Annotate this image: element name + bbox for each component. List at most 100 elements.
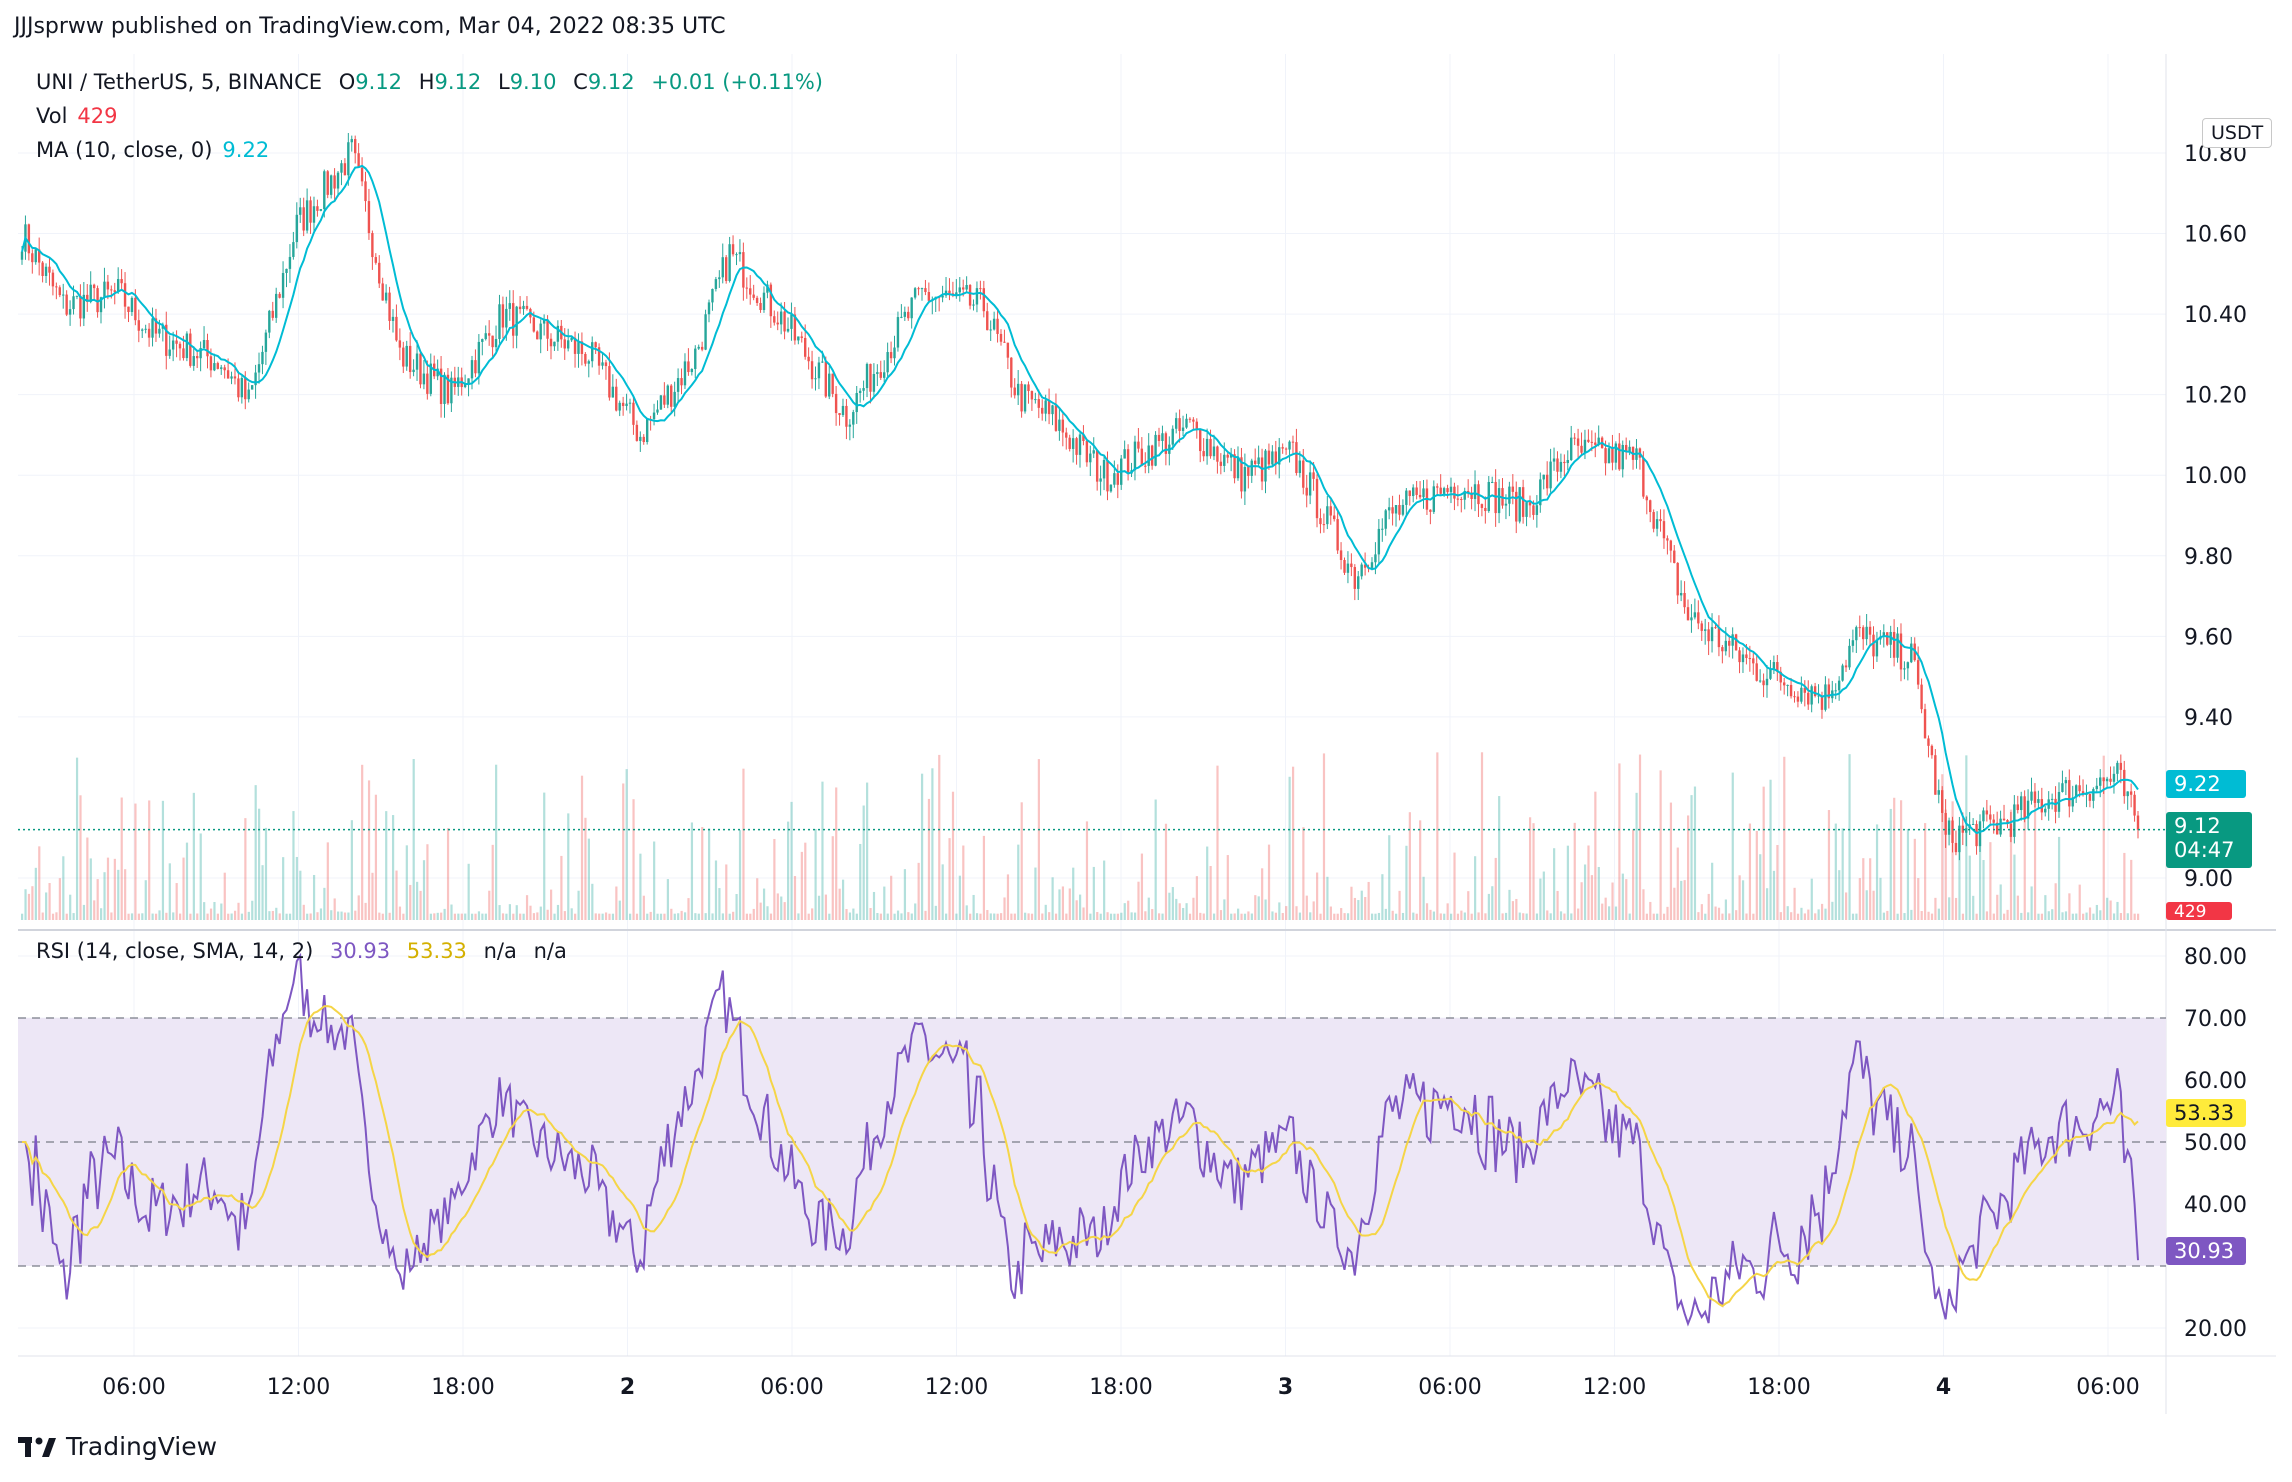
volume-bar [920, 773, 924, 920]
volume-bar [1903, 913, 1906, 920]
candle-body [700, 346, 704, 350]
candle-body [378, 262, 381, 284]
volume-bar [1147, 897, 1150, 920]
candle-body [1020, 383, 1023, 412]
candle-body [1381, 528, 1384, 530]
candle-body [27, 224, 31, 254]
candle-body [1034, 399, 1037, 401]
candle-body [549, 338, 553, 347]
volume-bar [759, 902, 762, 920]
volume-bar [1752, 913, 1755, 920]
chart-area[interactable]: 10.80 10.60 10.40 10.20 10.00 9.80 9.60 9.40 9.0… [18, 54, 2276, 1414]
time-tick-label: 06:00 [102, 1375, 165, 1400]
candle-body [1061, 419, 1065, 433]
volume-bar [1621, 873, 1624, 920]
candle-body [1030, 391, 1034, 400]
candle-body [1604, 448, 1607, 464]
candle-body [350, 139, 353, 143]
candle-body [1872, 634, 1875, 657]
volume-bar [1580, 882, 1583, 920]
volume-bar [268, 911, 271, 920]
candle-body [635, 424, 639, 441]
candle-body [477, 341, 481, 374]
candle-body [1384, 510, 1387, 529]
candle-body [958, 287, 961, 293]
candle-body [1693, 612, 1697, 618]
volume-bar [2082, 913, 2085, 920]
volume-bar [1230, 913, 1233, 920]
candle-body [1717, 627, 1721, 648]
candle-body [463, 383, 467, 388]
candle-body [199, 348, 202, 359]
volume-bar [817, 895, 821, 920]
candle-body [962, 287, 965, 290]
volume-bar [1614, 906, 1618, 920]
volume-bar [58, 878, 61, 920]
candle-body [1559, 461, 1563, 472]
candle-body [237, 378, 240, 398]
time-tick-label: 4 [1936, 1375, 1951, 1400]
candle-body [1391, 507, 1394, 514]
rsi-tick-label: 60.00 [2184, 1069, 2247, 1094]
candle-body [1995, 822, 1999, 835]
volume-bar [2099, 910, 2102, 920]
volume-bar [1398, 890, 1401, 920]
volume-bar [587, 838, 590, 920]
symbol-name: UNI / TetherUS, 5, BINANCE [36, 70, 323, 94]
volume-bar [1154, 799, 1157, 920]
candle-body [1133, 441, 1137, 471]
volume-bar [1755, 830, 1758, 920]
volume-bar [1061, 886, 1065, 920]
volume-bar [474, 913, 477, 920]
candle-body [72, 296, 75, 310]
candle-body [907, 311, 910, 319]
candle-body [1205, 438, 1209, 457]
volume-bar [986, 910, 989, 920]
volume-bar [824, 894, 828, 920]
volume-bar [1766, 888, 1769, 920]
volume-bar [1807, 909, 1810, 920]
volume-bar [1666, 906, 1669, 920]
volume-bar [1133, 912, 1137, 920]
volume-bar [1656, 913, 1659, 920]
volume-bar [189, 913, 192, 920]
chart-canvas[interactable]: 10.8010.6010.4010.2010.009.809.609.409.0… [18, 54, 2276, 1414]
candle-body [1370, 562, 1374, 568]
volume-bar [1690, 795, 1693, 920]
candle-body [278, 293, 281, 298]
candle-body [1226, 454, 1229, 458]
ma-badge: 9.22 [2166, 770, 2246, 798]
volume-bar [1930, 913, 1934, 920]
candle-body [412, 369, 415, 373]
volume-bar [130, 913, 134, 920]
candle-body [2136, 815, 2140, 830]
volume-bar [378, 912, 381, 920]
candle-body [41, 262, 44, 276]
currency-button[interactable]: USDT [2202, 118, 2273, 148]
volume-bar [1676, 847, 1679, 920]
candle-body [1752, 658, 1755, 664]
volume-bar [1017, 844, 1020, 920]
volume-bar [982, 835, 986, 920]
candle-body [1899, 633, 1903, 670]
volume-bar [1858, 878, 1861, 920]
volume-bars [21, 752, 2140, 920]
candle-body [1590, 441, 1594, 443]
volume-bar [910, 913, 913, 920]
volume-bar [1917, 878, 1920, 920]
candle-body [2064, 780, 2068, 784]
candle-body [1772, 662, 1776, 670]
volume-bar [1195, 876, 1198, 920]
footer-brand[interactable]: TradingView [18, 1432, 217, 1461]
volume-bar [1937, 908, 1940, 920]
candle-body [1102, 459, 1106, 479]
volume-bar [1429, 909, 1432, 920]
candle-body [1181, 427, 1185, 431]
candle-body [498, 304, 501, 339]
price-tick-label: 9.00 [2184, 867, 2233, 892]
candle-body [1240, 457, 1243, 492]
candle-body [209, 356, 213, 371]
candle-body [917, 288, 920, 290]
candle-body [2123, 769, 2126, 797]
low-label: L [497, 70, 510, 94]
